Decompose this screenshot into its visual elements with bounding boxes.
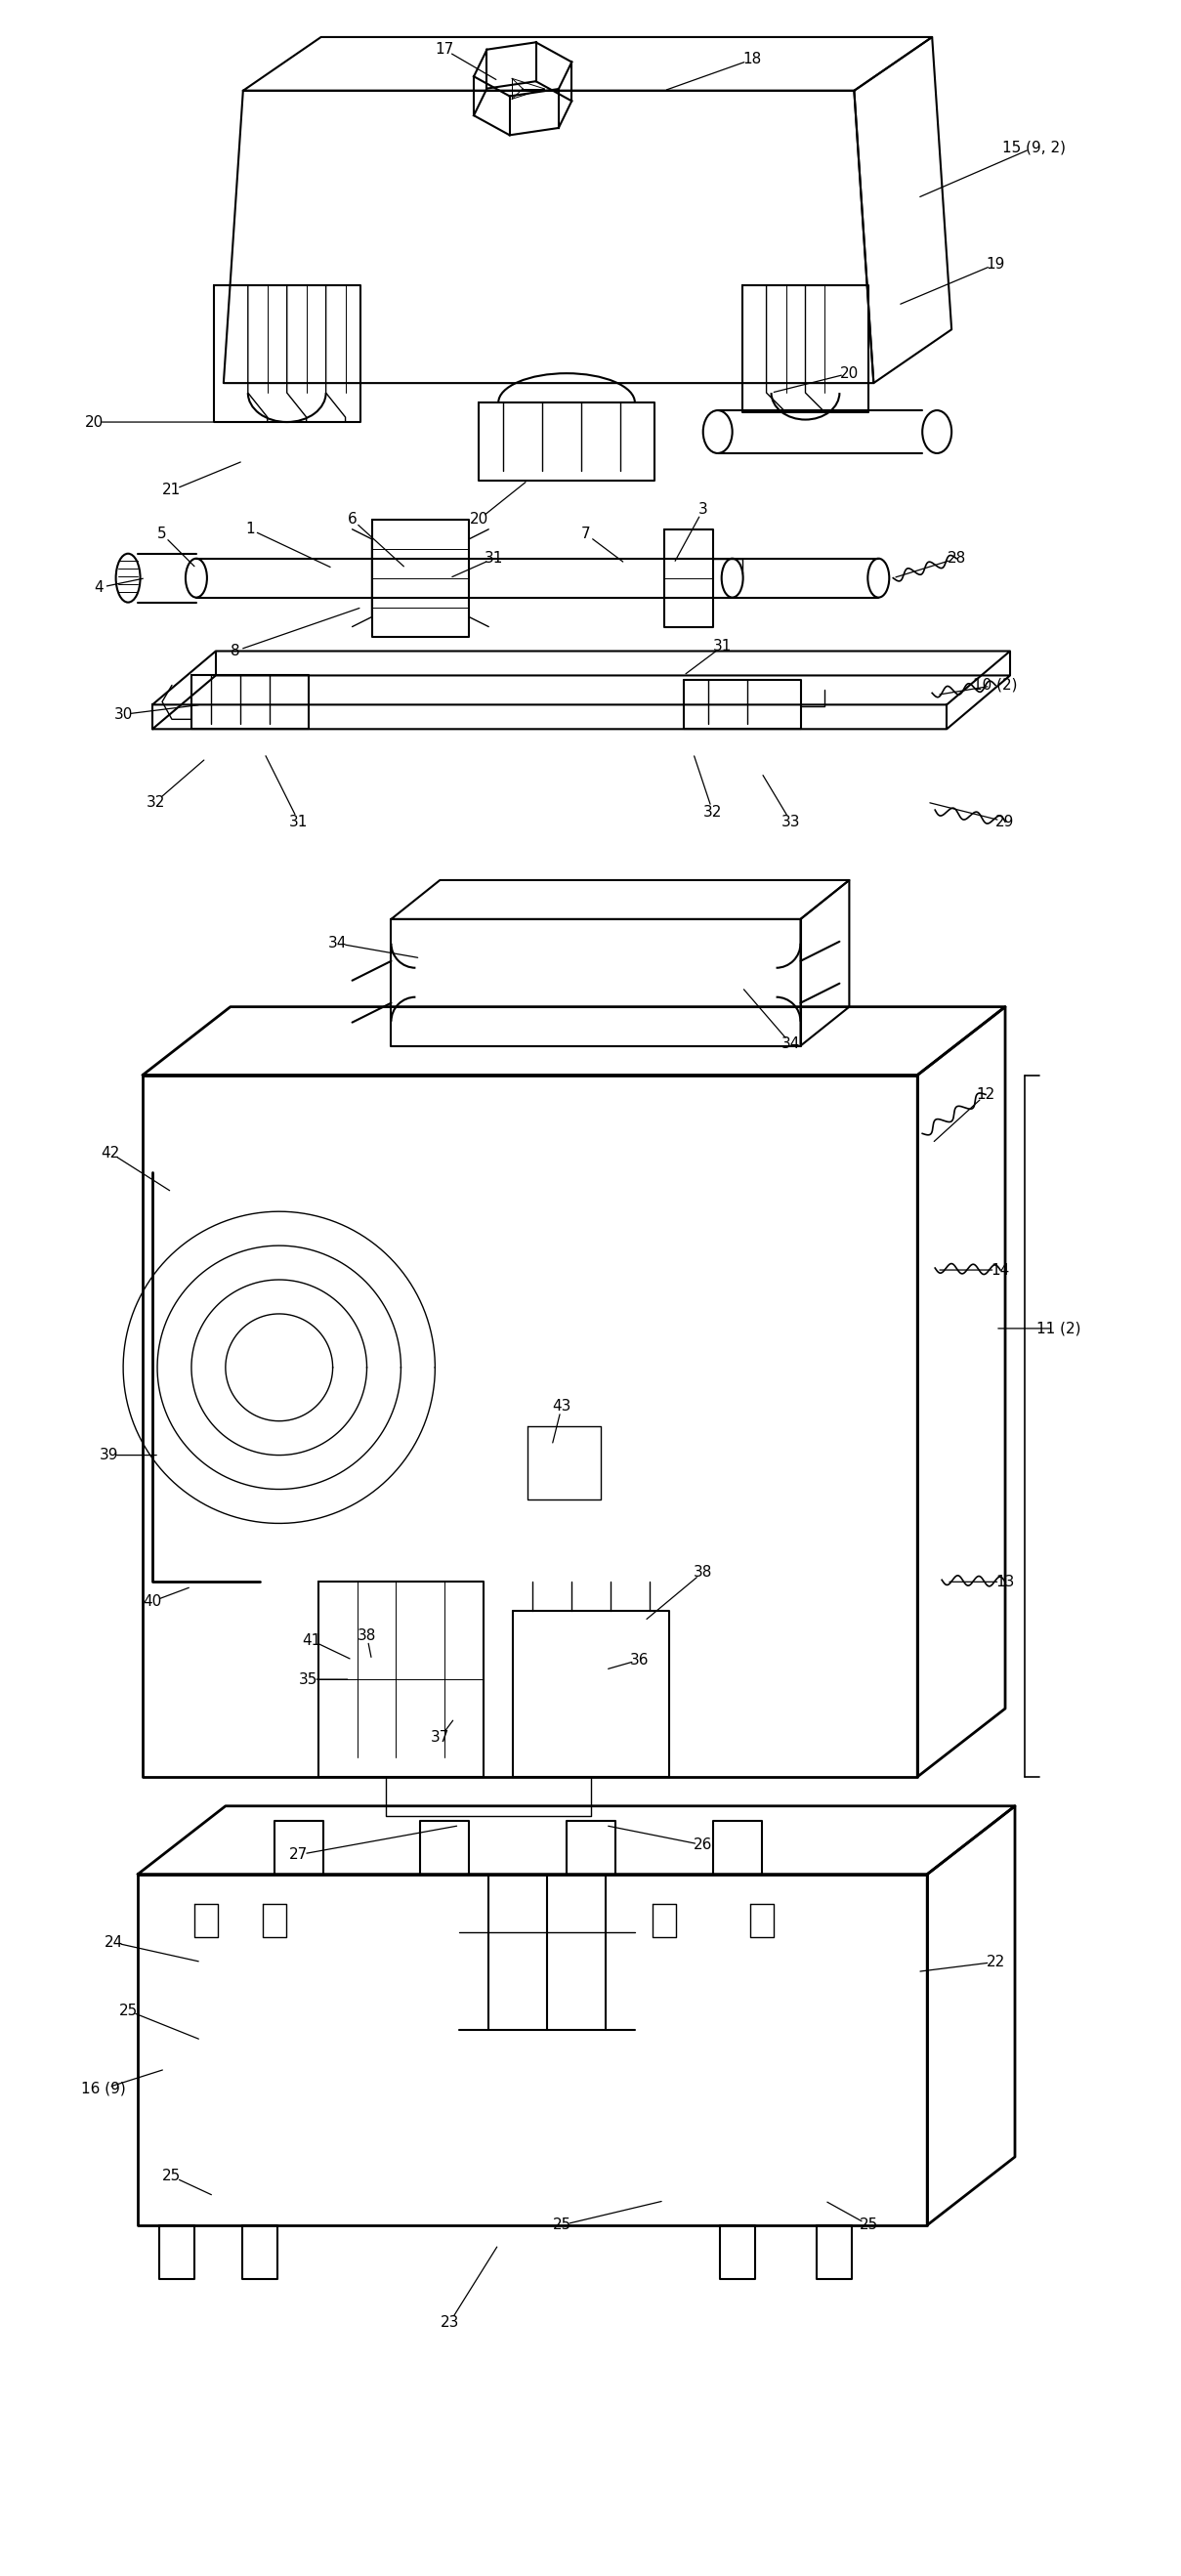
Text: 26: 26: [693, 1837, 712, 1852]
Text: 22: 22: [986, 1955, 1005, 1968]
Text: 15 (9, 2): 15 (9, 2): [1003, 139, 1066, 155]
Text: 40: 40: [143, 1595, 162, 1607]
Text: 38: 38: [693, 1564, 712, 1579]
Text: 31: 31: [289, 814, 308, 829]
Text: 13: 13: [996, 1574, 1014, 1589]
Text: 25: 25: [860, 2218, 879, 2233]
Text: 31: 31: [484, 551, 503, 567]
Text: 21: 21: [163, 482, 182, 497]
Text: 1: 1: [246, 523, 255, 536]
Text: 12: 12: [977, 1087, 996, 1103]
Text: 39: 39: [99, 1448, 118, 1463]
Text: 25: 25: [118, 2004, 137, 2017]
Text: 38: 38: [358, 1628, 377, 1643]
Text: 6: 6: [347, 513, 357, 528]
Text: 20: 20: [840, 366, 859, 381]
Text: 19: 19: [986, 258, 1005, 270]
Text: 23: 23: [441, 2316, 459, 2329]
Text: 27: 27: [289, 1847, 308, 1862]
Text: 5: 5: [157, 528, 167, 541]
Text: 3: 3: [698, 502, 707, 518]
Text: 36: 36: [631, 1651, 650, 1667]
Text: 4: 4: [94, 580, 104, 595]
Text: 31: 31: [713, 639, 732, 654]
Text: 33: 33: [782, 814, 801, 829]
Text: 37: 37: [430, 1731, 450, 1744]
Text: 18: 18: [743, 52, 762, 67]
Text: 11 (2): 11 (2): [1037, 1321, 1081, 1337]
Text: 20: 20: [470, 513, 488, 528]
Text: 34: 34: [782, 1036, 801, 1051]
Text: 17: 17: [436, 41, 455, 57]
Text: 29: 29: [996, 814, 1014, 829]
Text: 10 (2): 10 (2): [973, 677, 1018, 693]
Text: 34: 34: [328, 935, 347, 951]
Text: 8: 8: [230, 644, 240, 659]
Text: 41: 41: [302, 1633, 321, 1649]
Text: 20: 20: [85, 415, 104, 430]
Text: 32: 32: [704, 804, 723, 819]
Text: 43: 43: [553, 1399, 572, 1414]
Text: 25: 25: [163, 2169, 182, 2184]
Text: 24: 24: [104, 1935, 123, 1950]
Text: 25: 25: [553, 2218, 572, 2233]
Text: 32: 32: [146, 796, 165, 809]
Text: 16 (9): 16 (9): [81, 2081, 126, 2097]
Text: 14: 14: [991, 1262, 1010, 1278]
Text: 35: 35: [299, 1672, 318, 1687]
Text: 28: 28: [947, 551, 966, 567]
Text: 30: 30: [113, 706, 132, 721]
Text: 42: 42: [102, 1146, 120, 1159]
Text: 7: 7: [581, 528, 590, 541]
